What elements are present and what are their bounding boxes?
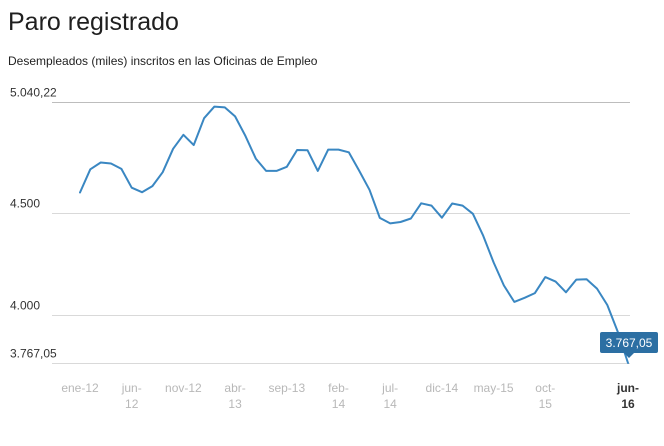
y-axis-labels: 5.040,22 4.500 4.000 3.767,05	[10, 86, 57, 361]
x-tick-label: 13	[228, 397, 242, 411]
x-tick-label: 12	[125, 397, 139, 411]
x-tick-label: 14	[332, 397, 346, 411]
y-tick-label: 3.767,05	[10, 347, 57, 361]
series-layer	[79, 105, 629, 364]
x-tick-label: jun-	[616, 381, 639, 395]
gridlines	[52, 102, 630, 364]
x-tick-label: 15	[539, 397, 553, 411]
x-tick-label: oct-	[535, 381, 555, 395]
x-tick-label: ene-12	[61, 381, 99, 395]
x-tick-label: jun-	[121, 381, 142, 395]
x-tick-label: feb-	[328, 381, 349, 395]
last-value-badge[interactable]: 3.767,05	[600, 332, 658, 358]
badge-value: 3.767,05	[606, 336, 653, 350]
x-tick-label: sep-13	[268, 381, 305, 395]
y-tick-label: 4.500	[10, 197, 40, 211]
chart-title: Paro registrado	[8, 8, 179, 36]
x-tick-label: 14	[384, 397, 398, 411]
x-tick-label: nov-12	[165, 381, 202, 395]
series-line	[79, 105, 629, 364]
x-tick-label: dic-14	[426, 381, 459, 395]
x-tick-label: abr-	[224, 381, 245, 395]
y-tick-label: 4.000	[10, 299, 40, 313]
y-tick-label: 5.040,22	[10, 86, 57, 100]
x-tick-label: 16	[621, 397, 635, 411]
chart-subtitle: Desempleados (miles) inscritos en las Of…	[8, 54, 318, 68]
x-axis-labels: ene-12 jun- 12 nov-12 abr- 13 sep-13 feb- 14 jul-…	[61, 381, 639, 411]
x-tick-label: may-15	[474, 381, 514, 395]
x-tick-label: jul-	[381, 381, 398, 395]
badge-pointer	[624, 353, 634, 358]
badge-background	[600, 332, 658, 353]
